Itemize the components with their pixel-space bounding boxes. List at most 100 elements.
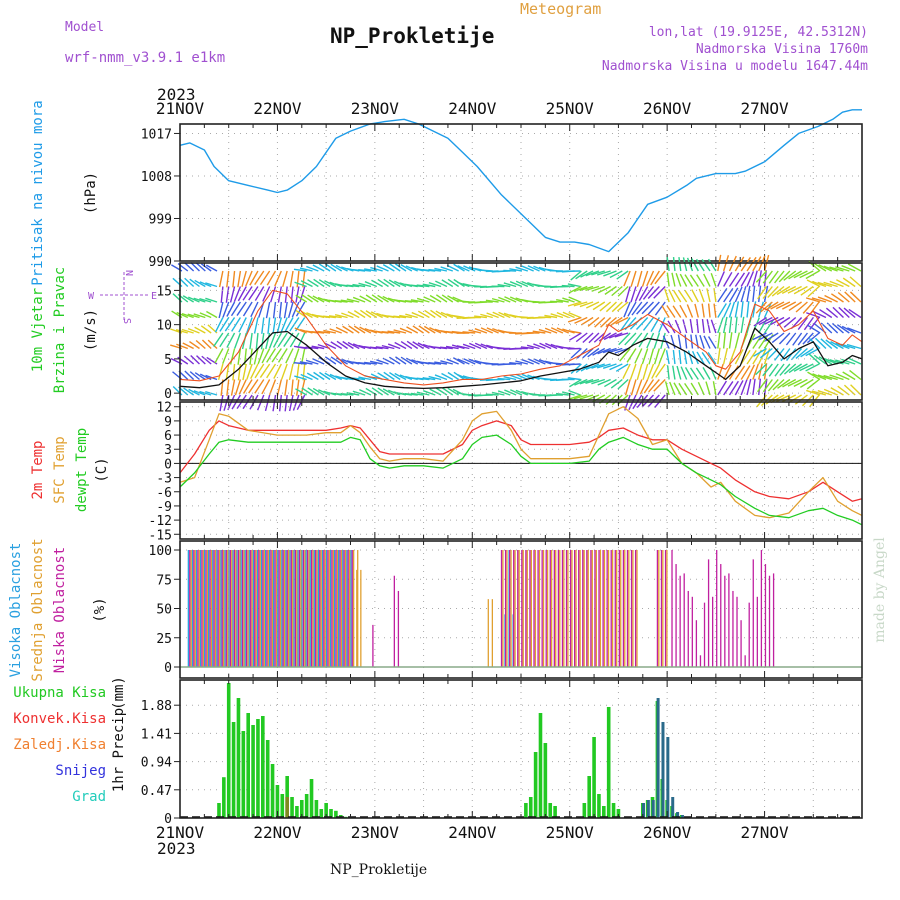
wind-arrow — [734, 332, 741, 349]
wind-arrow — [213, 332, 224, 347]
wind-arrow — [643, 379, 655, 394]
wind-arrow — [555, 392, 569, 396]
wind-arrow — [706, 319, 711, 334]
wind-arrow — [678, 290, 688, 303]
wind-arrow — [843, 307, 856, 319]
wind-arrow — [297, 332, 306, 349]
wind-arrow — [585, 285, 600, 292]
wind-arrow — [811, 390, 827, 396]
temp-ylabel-dewpt: dewpt Temp — [74, 428, 90, 512]
wind-arrow — [746, 285, 751, 303]
precip-bar-total — [241, 731, 246, 818]
wind-arrow — [376, 265, 389, 272]
wind-arrow — [746, 271, 755, 287]
precip-unit: (mm) — [111, 676, 127, 710]
wind-arrow — [591, 270, 605, 276]
wind-arrow — [382, 295, 395, 303]
wind-arrows — [170, 254, 862, 412]
precip-tick-label: 1.88 — [141, 699, 172, 714]
wind-arrow — [234, 379, 242, 396]
wind-arrow — [237, 286, 247, 302]
precip-bar-total — [304, 794, 309, 818]
wind-arrow — [728, 287, 739, 303]
wind-arrow — [582, 332, 594, 344]
wind-arrow — [329, 373, 343, 381]
wind-arrow — [341, 312, 354, 319]
wind-arrow — [829, 280, 844, 288]
wind-arrow — [248, 379, 259, 394]
wind-arrow — [288, 363, 294, 381]
wind-arrow — [701, 303, 705, 318]
wind-arrow — [429, 388, 442, 396]
wind-arrow — [599, 301, 612, 312]
wind-arrow — [672, 289, 682, 303]
pressure-tick-label: 999 — [149, 212, 172, 227]
wind-arrow — [526, 344, 540, 350]
wind-arrow — [410, 299, 424, 303]
precip-bar-total — [217, 803, 221, 818]
wind-arrow — [288, 394, 294, 412]
wind-arrow — [262, 286, 271, 302]
wind-arrow — [658, 317, 666, 333]
wind-arrow — [214, 317, 224, 333]
wind-arrow — [825, 307, 839, 319]
precip-bar-total — [270, 764, 275, 818]
wind-arrow — [468, 329, 482, 334]
wind-arrow — [576, 347, 588, 359]
wind-arrow — [672, 305, 682, 318]
wind-arrow — [758, 363, 763, 380]
wind-arrow — [648, 379, 660, 393]
wind-arrow — [416, 297, 430, 303]
wind-arrow — [728, 332, 733, 349]
wind-arrow — [570, 270, 582, 281]
wind-arrow — [802, 301, 814, 314]
wind-arrow — [702, 367, 711, 380]
wind-arrow — [771, 285, 785, 297]
wind-arrow — [294, 281, 307, 288]
wind-arrow — [313, 371, 325, 381]
wind-arrow — [653, 332, 661, 349]
precip-bar-total — [524, 803, 528, 818]
wind-arrow — [623, 270, 631, 287]
wind-arrow — [671, 272, 676, 287]
wind-arrow — [753, 347, 767, 357]
pressure-ylabel: Pritisak na nivou mora — [30, 100, 46, 285]
wind-arrow — [823, 265, 838, 272]
wind-arrow — [218, 301, 224, 319]
wind-arrow — [592, 347, 606, 356]
wind-arrow — [313, 278, 325, 288]
wind-arrow — [259, 363, 271, 378]
wind-speed-line — [179, 327, 863, 390]
wind-arrow — [799, 363, 814, 372]
date-label-top: 25NOV — [546, 99, 595, 118]
wind-arrow — [788, 363, 802, 374]
wind-arrow — [480, 343, 493, 350]
precip-bar-total — [295, 806, 299, 818]
wind-arrow — [447, 387, 460, 396]
wind-arrow — [404, 393, 418, 396]
wind-arrow — [570, 363, 582, 374]
wind-arrow — [237, 270, 242, 288]
wind-arrow — [346, 284, 360, 288]
wind-arrow — [324, 280, 337, 288]
temp-tick-label: -9 — [156, 500, 172, 515]
date-label-top: 21NOV — [156, 99, 205, 118]
wind-arrow — [226, 270, 230, 288]
wind-arrow — [422, 268, 436, 272]
wind-arrow — [182, 295, 194, 303]
wind-arrow — [717, 380, 728, 396]
wind-arrow — [830, 341, 844, 350]
wind-arrow — [841, 265, 856, 272]
wind-arrow — [829, 266, 844, 272]
wind-arrow — [712, 381, 717, 396]
wind-arrow — [782, 301, 797, 310]
wind-arrow — [266, 363, 277, 379]
wind-arrow — [556, 311, 570, 319]
wind-arrow — [276, 379, 283, 396]
wind-arrow — [722, 316, 728, 334]
wind-arrow — [200, 325, 212, 334]
wind-arrow — [762, 270, 773, 284]
wind-arrow — [194, 326, 206, 334]
wind-arrow — [701, 259, 711, 272]
cloud-ylabel-low: Niska Oblacnost — [52, 547, 68, 673]
